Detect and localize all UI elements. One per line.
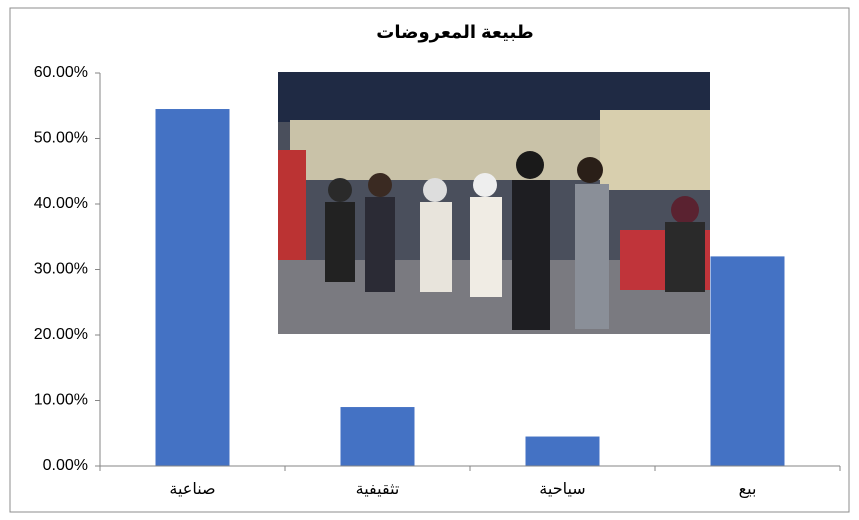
x-tick-label: بيع [739, 481, 757, 499]
bar [526, 437, 600, 466]
bar [341, 407, 415, 466]
y-tick-label: 40.00% [34, 195, 88, 212]
photo [278, 72, 710, 334]
y-tick-label: 30.00% [34, 261, 88, 278]
bar [156, 109, 230, 466]
x-tick-label: تثقيفية [356, 481, 400, 498]
y-tick-label: 0.00% [43, 457, 88, 474]
x-tick-label: سياحية [539, 481, 585, 498]
page: طبيعة المعروضات 0.00% 10.00% 20.00% 30.00% 4… [0, 0, 859, 520]
y-tick-label: 20.00% [34, 326, 88, 343]
y-tick-label: 50.00% [34, 130, 88, 147]
chart-title: طبيعة المعروضات [376, 22, 534, 43]
y-tick-label: 60.00% [34, 64, 88, 81]
chart: طبيعة المعروضات 0.00% 10.00% 20.00% 30.00% 4… [0, 0, 859, 520]
y-tick-label: 10.00% [34, 392, 88, 409]
x-tick-label: صناعية [169, 481, 215, 498]
bar [711, 256, 785, 466]
